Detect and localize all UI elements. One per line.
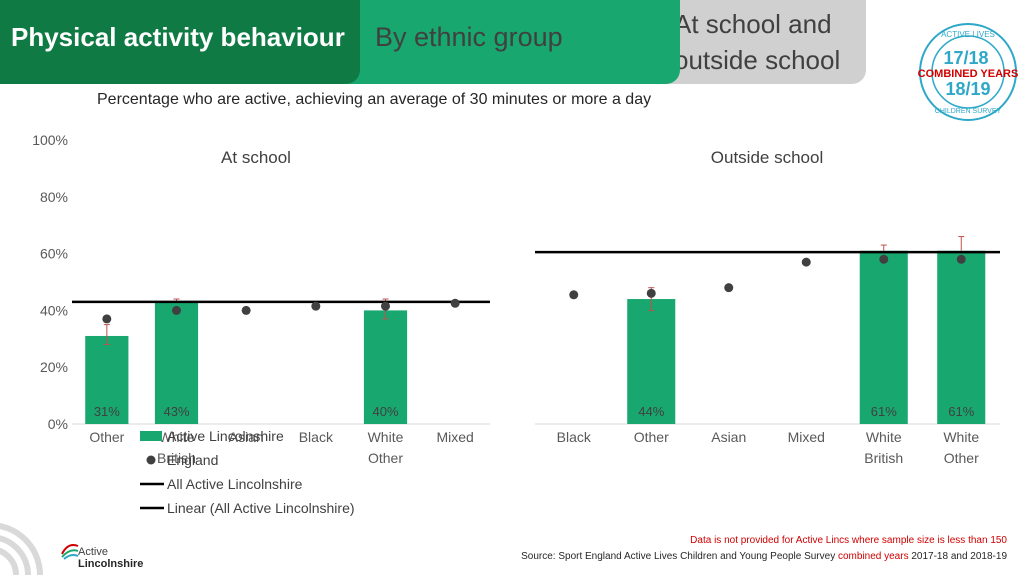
chart-1-title: At school <box>221 148 291 167</box>
logo-line-1: Active <box>78 546 108 558</box>
active-lives-badge: ACTIVE LIVES 17/18 COMBINED YEARS 18/19 … <box>918 23 1019 121</box>
x-tick-label: Black <box>299 429 334 445</box>
legend-swatch-dot <box>146 455 156 465</box>
bar-data-label: 61% <box>948 404 974 419</box>
active-lincolnshire-logo: Active Lincolnshire <box>60 538 150 572</box>
source-prefix: Source: Sport England Active Lives Child… <box>521 551 836 562</box>
source-highlight: combined years <box>837 551 909 562</box>
y-tick-label: 0% <box>48 416 68 432</box>
x-tick-label-cont: Other <box>368 450 403 466</box>
header-section-text: By ethnic group <box>375 22 563 52</box>
bar-white-other <box>937 250 986 424</box>
england-point <box>801 257 811 267</box>
england-point <box>172 305 181 315</box>
x-tick-label: Mixed <box>436 429 473 445</box>
chart-subtitle: Percentage who are active, achieving an … <box>97 91 652 108</box>
legend-label: All Active Lincolnshire <box>167 476 303 492</box>
header-title-block: Physical activity behaviour <box>0 0 360 84</box>
bar-data-label: 31% <box>94 404 120 419</box>
chart-2-title: Outside school <box>711 148 823 167</box>
england-point <box>956 254 966 264</box>
bar-data-label: 43% <box>163 404 189 419</box>
bar-data-label: 44% <box>638 404 664 419</box>
bar-other <box>85 335 129 424</box>
bar-white-other <box>363 310 408 424</box>
bar-white-british <box>859 250 908 424</box>
x-tick-label: White <box>368 429 404 445</box>
x-tick-label: White <box>159 429 195 445</box>
bar-other <box>627 299 676 424</box>
x-tick-label: Other <box>634 429 669 445</box>
england-point <box>311 301 321 311</box>
badge-bottom-text: CHILDREN SURVEY <box>935 108 1002 115</box>
x-tick-label: Asian <box>711 429 746 445</box>
header-subsection-text: At school and outside school <box>674 9 841 75</box>
badge-year-1: 17/18 <box>943 48 988 68</box>
x-tick-label: Asian <box>229 429 264 445</box>
x-tick-label-cont: British <box>157 450 196 466</box>
england-point <box>646 288 656 298</box>
legend-label: Active Lincolnshire <box>167 428 284 444</box>
logo-swoosh-icon <box>61 544 79 560</box>
england-point <box>724 283 734 293</box>
badge-combined-years: COMBINED YEARS <box>918 68 1019 80</box>
header-tab-section: By ethnic group <box>345 0 680 84</box>
england-point <box>569 290 579 300</box>
sample-size-note: Data is not provided for Active Lincs wh… <box>690 535 1007 546</box>
logo-line-2: Lincolnshire <box>78 558 144 570</box>
y-tick-label: 40% <box>40 302 68 318</box>
x-tick-label: Mixed <box>788 429 825 445</box>
legend-label: England <box>167 452 218 468</box>
badge-year-2: 18/19 <box>945 79 990 99</box>
x-tick-label: Black <box>557 429 592 445</box>
bar-data-label: 61% <box>871 404 897 419</box>
source-note: Source: Sport England Active Lives Child… <box>521 551 1007 562</box>
bar-white-british <box>154 301 199 424</box>
legend-swatch-bar <box>140 431 162 441</box>
x-tick-label: White <box>943 429 979 445</box>
y-tick-label: 80% <box>40 189 68 205</box>
badge-top-text: ACTIVE LIVES <box>941 30 995 39</box>
x-tick-label-cont: British <box>864 450 903 466</box>
header-tab-subsection: At school and outside school <box>660 0 866 84</box>
decorative-arcs <box>0 523 43 575</box>
england-point <box>102 314 112 324</box>
y-tick-label: 100% <box>32 132 68 148</box>
y-tick-label: 20% <box>40 359 68 375</box>
england-point <box>381 301 390 311</box>
england-point <box>241 305 251 315</box>
y-tick-label: 60% <box>40 246 68 262</box>
x-tick-label: White <box>866 429 902 445</box>
x-tick-label-cont: Other <box>944 450 979 466</box>
source-suffix: 2017-18 and 2018-19 <box>911 551 1007 562</box>
bar-data-label: 40% <box>372 404 398 419</box>
x-tick-label: Other <box>89 429 124 445</box>
page-title: Physical activity behaviour <box>11 22 345 52</box>
england-point <box>879 254 889 264</box>
legend-label: Linear (All Active Lincolnshire) <box>167 500 355 516</box>
england-point <box>450 298 460 308</box>
